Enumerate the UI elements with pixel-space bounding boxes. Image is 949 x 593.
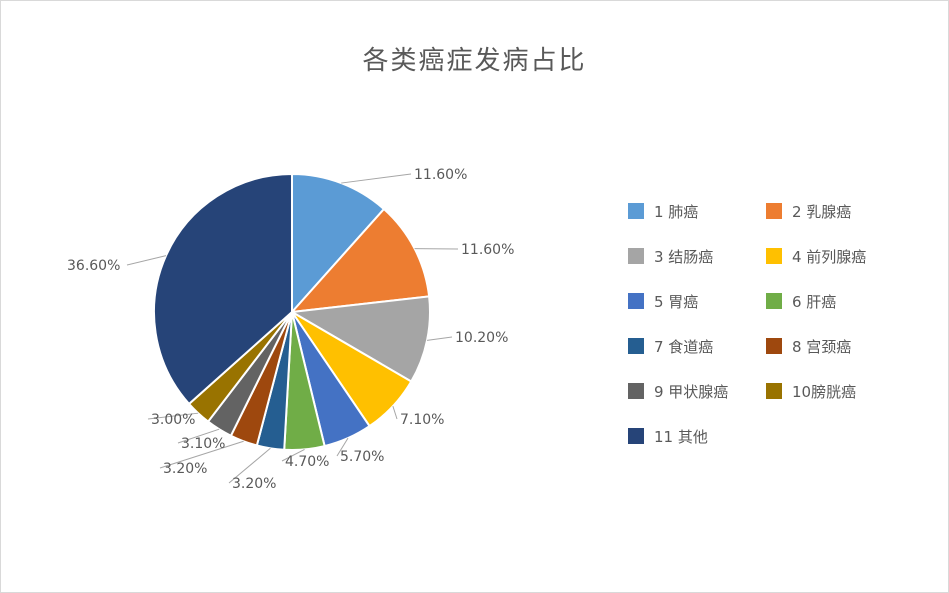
legend-swatch	[766, 248, 782, 264]
leader-line-7	[228, 447, 271, 484]
legend-swatch	[628, 428, 644, 444]
pie-slice-1	[291, 172, 386, 315]
legend-item-2: 2 乳腺癌	[766, 200, 851, 222]
leader-line-5	[336, 437, 349, 457]
data-label-5: 5.70%	[340, 449, 384, 465]
leader-line-3	[426, 336, 453, 341]
legend-item-9: 9 甲状腺癌	[628, 380, 728, 402]
leader-line-8	[159, 440, 244, 469]
legend-label: 2 乳腺癌	[792, 202, 852, 221]
data-label-4: 7.10%	[400, 412, 444, 428]
data-label-2: 11.60%	[461, 242, 514, 258]
legend-label: 11 其他	[654, 427, 708, 446]
legend-swatch	[766, 293, 782, 309]
legend-label: 1 肺癌	[654, 202, 699, 221]
legend-item-1: 1 肺癌	[628, 200, 698, 222]
legend-label: 5 胃癌	[654, 292, 699, 311]
leader-line-6	[281, 448, 305, 462]
legend-item-4: 4 前列腺癌	[766, 245, 866, 267]
pie-slice-2	[289, 207, 431, 314]
legend-label: 8 宫颈癌	[792, 337, 852, 356]
leader-line-11	[126, 255, 167, 266]
legend-item-7: 7 食道癌	[628, 335, 713, 357]
pie-slice-11	[153, 172, 293, 406]
legend-swatch	[766, 383, 782, 399]
legend-label: 9 甲状腺癌	[654, 382, 729, 401]
legend-swatch	[628, 383, 644, 399]
legend-item-3: 3 结肠癌	[628, 245, 713, 267]
legend-swatch	[628, 248, 644, 264]
pie-slice-3	[288, 295, 431, 383]
legend-item-10: 10膀胱癌	[766, 380, 856, 402]
legend-item-8: 8 宫颈癌	[766, 335, 851, 357]
legend-swatch	[628, 293, 644, 309]
legend-item-6: 6 肝癌	[766, 290, 836, 312]
leader-line-10	[147, 412, 199, 420]
leader-line-1	[341, 173, 412, 184]
data-label-8: 3.20%	[163, 461, 207, 477]
data-label-3: 10.20%	[455, 330, 508, 346]
legend-label: 3 结肠癌	[654, 247, 714, 266]
data-label-11: 36.60%	[67, 258, 120, 274]
data-label-10: 3.00%	[151, 412, 195, 428]
legend-swatch	[766, 338, 782, 354]
legend-label: 10膀胱癌	[792, 382, 857, 401]
legend-swatch	[628, 338, 644, 354]
legend-label: 4 前列腺癌	[792, 247, 867, 266]
leader-line-4	[392, 405, 398, 420]
data-label-1: 11.60%	[414, 167, 467, 183]
legend-item-5: 5 胃癌	[628, 290, 698, 312]
data-label-6: 4.70%	[285, 454, 329, 470]
legend-swatch	[766, 203, 782, 219]
legend-label: 7 食道癌	[654, 337, 714, 356]
data-label-9: 3.10%	[181, 436, 225, 452]
data-label-7: 3.20%	[232, 476, 276, 492]
chart-title: 各类癌症发病占比	[362, 46, 587, 76]
leader-line-9	[177, 428, 220, 444]
legend-label: 6 肝癌	[792, 292, 837, 311]
legend-item-11: 11 其他	[628, 425, 708, 447]
legend-swatch	[628, 203, 644, 219]
